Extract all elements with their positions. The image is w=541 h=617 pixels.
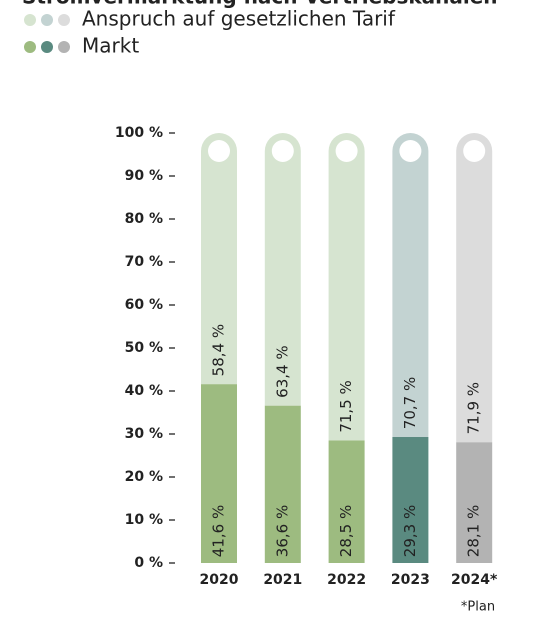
- chart-title: Stromvermarktung nach Vertriebskanälen: [22, 0, 498, 9]
- y-tick-label: 30 %: [125, 426, 163, 442]
- y-tick-label: 0 %: [134, 555, 163, 571]
- value-label: 41,6 %: [210, 505, 228, 557]
- y-tick-label: 80 %: [125, 211, 163, 227]
- bar-segment: [392, 133, 429, 438]
- y-tick-label: 90 %: [125, 168, 163, 184]
- bar-cap: [208, 140, 230, 162]
- value-label: 71,5 %: [337, 380, 355, 432]
- y-tick-label: 70 %: [125, 254, 163, 270]
- y-tick-label: 60 %: [125, 297, 163, 313]
- value-label: 70,7 %: [401, 377, 419, 429]
- legend-swatch: [24, 41, 36, 53]
- legend-label: Markt: [82, 34, 139, 58]
- value-label: 63,4 %: [273, 345, 291, 397]
- legend-swatch: [24, 14, 36, 26]
- bar-segment: [264, 133, 301, 406]
- x-tick-label: 2020: [200, 572, 239, 588]
- legend-swatch: [58, 14, 70, 26]
- value-label: 29,3 %: [401, 505, 419, 557]
- bar-segment: [456, 442, 493, 563]
- bar-segment: [264, 405, 301, 563]
- y-tick-label: 40 %: [125, 383, 163, 399]
- value-label: 71,9 %: [465, 382, 483, 434]
- bar-segment: [456, 133, 493, 443]
- y-tick-label: 50 %: [125, 340, 163, 356]
- value-label: 58,4 %: [210, 324, 228, 376]
- y-tick-label: 20 %: [125, 469, 163, 485]
- x-tick-label: 2023: [391, 572, 430, 588]
- bar-segment: [328, 440, 365, 563]
- bar-segment: [328, 133, 365, 441]
- bar-segment: [392, 437, 429, 563]
- bar-cap: [463, 140, 486, 162]
- y-tick-label: 100 %: [115, 125, 163, 141]
- value-label: 28,5 %: [337, 505, 355, 557]
- legend-swatch: [41, 14, 53, 26]
- bar-cap: [271, 140, 294, 162]
- legend-label: Anspruch auf gesetzlichen Tarif: [82, 7, 396, 31]
- legend-swatch: [41, 41, 53, 53]
- bar-cap: [399, 140, 422, 162]
- legend-swatch: [58, 41, 70, 53]
- x-tick-label: 2022: [327, 572, 366, 588]
- bar-segment: [201, 384, 237, 563]
- bar-segment: [201, 133, 237, 385]
- bar-cap: [335, 140, 358, 162]
- footnote: *Plan: [461, 600, 495, 615]
- value-label: 36,6 %: [273, 505, 291, 557]
- x-tick-label: 2021: [263, 572, 302, 588]
- value-label: 28,1 %: [465, 505, 483, 557]
- x-tick-label: 2024*: [451, 572, 498, 588]
- y-tick-label: 10 %: [125, 512, 163, 528]
